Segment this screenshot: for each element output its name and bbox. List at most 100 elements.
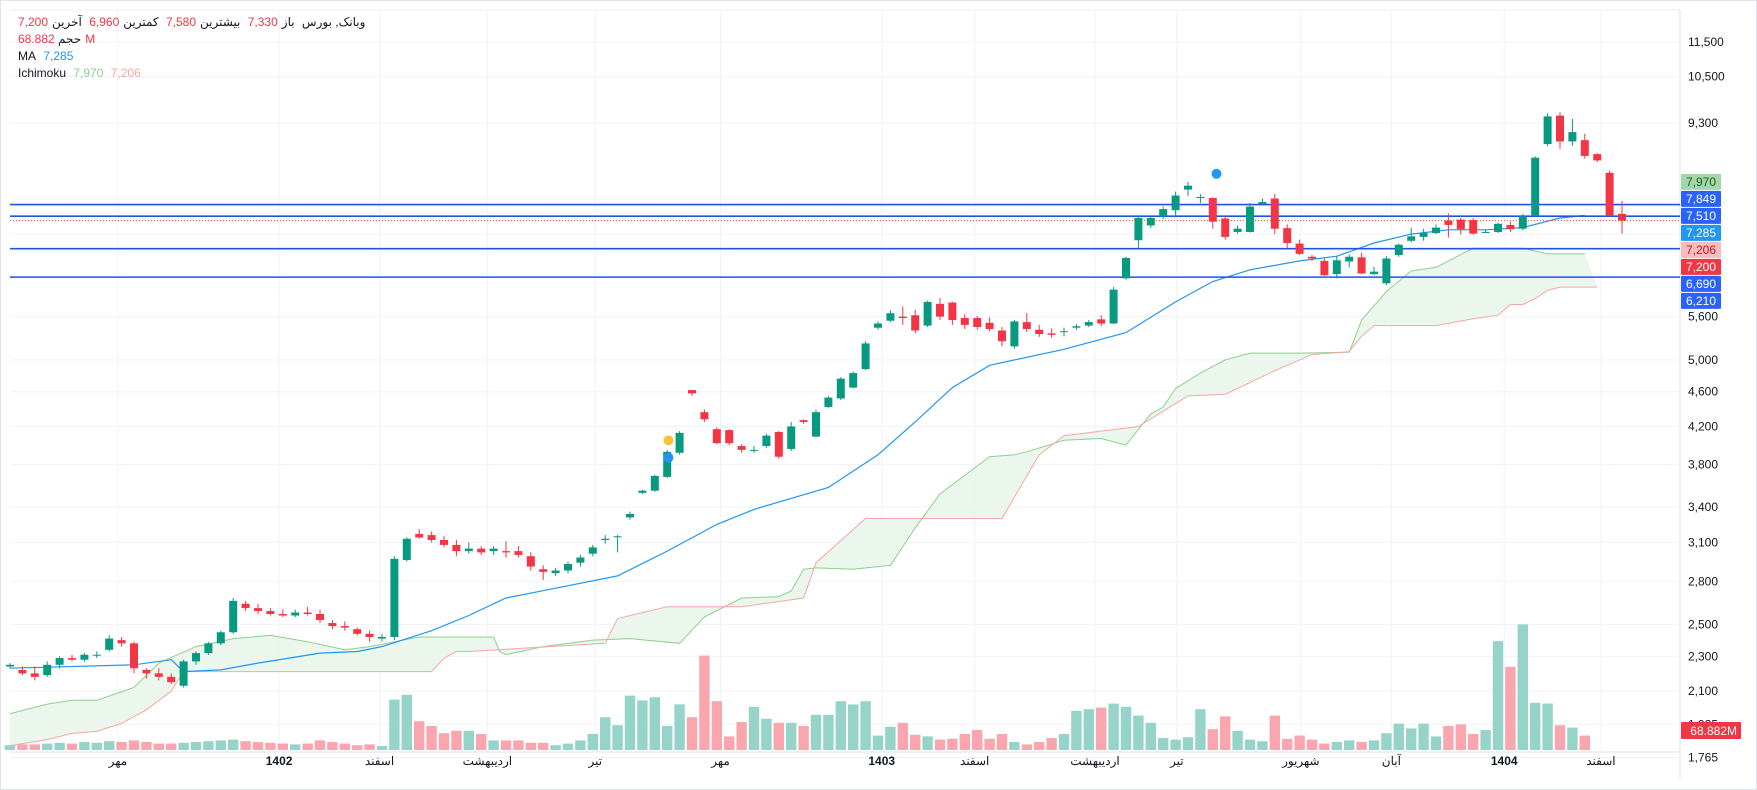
price-badge-label: 7,510 [1686,209,1716,223]
price-tick-label: 3,400 [1688,500,1718,514]
candle-body [378,636,386,639]
candle-body [216,632,225,644]
candle [613,535,622,553]
candle-body [1295,243,1304,254]
candle [526,552,535,571]
candle-body [1035,329,1044,335]
volume-bar [1071,710,1082,750]
candle [1568,118,1577,146]
volume-bar [302,743,313,750]
price-tick-label: 2,300 [1688,649,1718,663]
volume-bar [1232,730,1243,750]
candle [1221,216,1230,240]
candle-body [105,638,114,650]
candle [241,600,250,612]
candle [1171,191,1180,218]
candle-body [1332,260,1341,275]
price-tick-label: 2,800 [1688,574,1718,588]
candle-body [700,412,709,420]
legend-symbol[interactable]: وبانک, بورس [301,15,366,29]
candle [1345,254,1354,268]
candle [1270,194,1279,235]
candle [936,297,944,321]
volume-bar [835,701,846,750]
candle-body [836,378,845,399]
candle [898,306,907,325]
candle [750,446,758,453]
candle [787,421,796,451]
time-tick-label: مهر [710,754,730,768]
candle [216,630,225,645]
candle [192,651,200,665]
time-tick-label: شهریور [1281,754,1320,768]
volume-bar [1096,707,1107,750]
candle [378,633,386,642]
candle [824,395,833,408]
volume-bar [426,726,437,750]
candle-body [154,673,163,677]
price-tick-label: 5,600 [1688,310,1718,324]
volume-bar [277,743,288,750]
volume-bar [860,701,871,750]
candle-body [948,302,957,321]
candle-body [1208,197,1217,222]
candle [960,313,969,330]
candle-body [973,317,982,327]
price-badge: 6,210 [1681,292,1721,309]
volume-bar [389,699,400,750]
price-tick-label: 4,600 [1688,385,1718,399]
price-badge-label: 7,285 [1686,226,1716,240]
volume-bar [29,744,40,750]
candle [998,326,1006,347]
candle-body [1394,244,1403,256]
volume-bar [116,742,127,750]
time-tick-label: تیر [587,754,602,768]
volume-bar [1443,726,1454,750]
candle-body [551,570,560,574]
candle [886,310,895,323]
volume-bar [786,722,797,750]
candle-body [774,431,783,457]
legend-volume-value: 68.882M [18,32,96,46]
volume-bar [215,740,226,750]
candle [576,554,585,567]
candle-body [1184,185,1192,190]
time-tick-label: 1402 [266,754,293,768]
volume-bar [488,740,499,750]
candle [737,444,746,453]
candle-body [6,664,14,667]
volume-bar [1381,733,1392,750]
candle-body [712,429,721,444]
legend-high-value: 7,580 [165,15,197,29]
time-tick-label: تیر [1169,754,1184,768]
volume-bar [934,739,946,750]
legend-ichimoku-row[interactable]: Ichimoku 7,970 7,206 [18,65,369,82]
candle-body [861,343,870,370]
candle-body [663,451,672,477]
candle [316,609,324,624]
time-tick-label: 1404 [1491,754,1518,768]
candle-body [254,608,262,612]
candle-body [1382,258,1391,284]
volume-bar [1455,724,1466,750]
candle [266,608,275,616]
candle [836,377,845,401]
candle-body [1109,289,1118,324]
volume-bar [910,734,921,750]
legend-ichimoku-span-b: 7,206 [110,66,141,80]
price-badge-bg [1681,207,1721,224]
candle [1246,203,1254,233]
volume-bar [959,734,970,750]
candle-body [415,533,424,538]
candle-body [1506,224,1515,230]
volume-bar [1220,716,1231,750]
legend-volume-row[interactable]: حجم 68.882M [18,31,369,48]
candle [18,666,27,676]
candle [1394,243,1403,257]
volume-bar [513,740,524,750]
candle-body [390,558,399,637]
volume-bar [228,739,239,750]
legend-ma-row[interactable]: MA 7,285 [18,48,369,65]
